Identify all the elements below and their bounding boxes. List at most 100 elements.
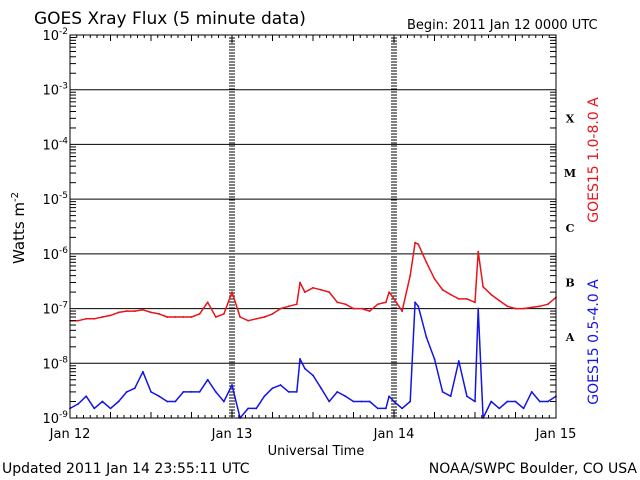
- data-point: [223, 400, 225, 403]
- data-point: [182, 316, 185, 318]
- data-point: [109, 407, 112, 410]
- data-point: [312, 286, 314, 289]
- data-point: [352, 307, 355, 310]
- data-point: [530, 390, 533, 393]
- y-tick-label: 10-7: [42, 301, 68, 318]
- plot-border: [69, 34, 557, 419]
- credit-label: NOAA/SWPC Boulder, CO USA: [429, 461, 638, 477]
- data-point: [514, 307, 517, 310]
- data-point: [466, 395, 468, 398]
- data-point: [376, 407, 379, 410]
- data-point: [466, 298, 468, 300]
- x-tick-label: Jan 14: [373, 427, 415, 442]
- data-point: [328, 291, 331, 294]
- data-point: [299, 358, 301, 360]
- y-tick-label: 10-8: [42, 355, 68, 372]
- data-point: [198, 390, 201, 393]
- data-point: [214, 316, 217, 318]
- data-point: [93, 407, 96, 410]
- data-point: [174, 400, 177, 403]
- data-point: [393, 298, 395, 300]
- data-point: [109, 314, 112, 317]
- data-point: [547, 400, 549, 403]
- data-point: [85, 395, 88, 398]
- y-axis-label: Watts m-2: [10, 192, 28, 264]
- data-point: [449, 293, 452, 296]
- data-point: [425, 336, 428, 339]
- data-point: [174, 316, 177, 318]
- data-point: [425, 261, 428, 264]
- data-point: [263, 316, 266, 318]
- data-point: [474, 400, 476, 403]
- data-point: [206, 378, 209, 381]
- data-point: [231, 384, 233, 386]
- series-group: [69, 241, 557, 419]
- data-point: [231, 291, 233, 294]
- data-point: [101, 316, 104, 318]
- grid: [70, 34, 556, 419]
- data-point: [125, 310, 128, 312]
- x-tick-label: Jan 12: [49, 427, 91, 442]
- x-axis-label: Universal Time: [268, 444, 365, 459]
- updated-timestamp: Updated 2011 Jan 14 23:55:11 UTC: [2, 461, 250, 477]
- data-point: [150, 311, 152, 314]
- data-point: [158, 395, 161, 398]
- data-point: [77, 403, 79, 405]
- data-point: [198, 312, 201, 315]
- y-tick-label: 10-6: [42, 246, 68, 263]
- y-tick-label: 10-9: [42, 410, 68, 427]
- data-point: [117, 311, 120, 314]
- data-point: [142, 370, 144, 373]
- flare-class-a: A: [565, 331, 575, 344]
- data-point: [336, 301, 339, 304]
- data-point: [538, 305, 541, 308]
- data-point: [388, 395, 391, 398]
- data-point: [344, 395, 347, 398]
- tick-labels: 10-9 10-8 10-7 10-6 10-5 10-4 10-3 10-2 Jan 12 Ja…: [42, 27, 576, 442]
- x-tick-label: Jan 13: [211, 427, 253, 442]
- data-point: [490, 293, 493, 296]
- flare-class-m: M: [564, 167, 576, 180]
- data-point: [433, 358, 436, 360]
- data-point: [223, 312, 225, 315]
- data-point: [93, 317, 96, 320]
- data-point: [514, 400, 517, 403]
- data-point: [498, 407, 501, 410]
- data-point: [409, 274, 412, 277]
- data-point: [441, 390, 444, 393]
- data-point: [101, 400, 104, 403]
- data-point: [401, 310, 403, 312]
- data-point: [295, 390, 298, 393]
- data-point: [279, 307, 282, 310]
- data-point: [401, 407, 403, 410]
- y-tick-label: 10-3: [42, 82, 68, 99]
- data-point: [287, 305, 290, 308]
- data-point: [263, 395, 266, 398]
- data-point: [538, 400, 541, 403]
- data-point: [304, 367, 306, 370]
- data-point: [522, 307, 525, 310]
- data-point: [360, 307, 363, 310]
- data-point: [214, 390, 217, 393]
- data-point: [506, 400, 509, 403]
- data-point: [77, 319, 79, 322]
- data-point: [490, 400, 493, 403]
- data-point: [85, 317, 88, 320]
- data-point: [449, 395, 452, 398]
- data-point: [457, 298, 460, 300]
- data-point: [547, 303, 549, 306]
- data-point: [352, 400, 355, 403]
- data-point: [166, 316, 169, 318]
- data-point: [417, 305, 420, 308]
- data-point: [247, 319, 250, 322]
- data-point: [328, 400, 331, 403]
- data-point: [299, 281, 301, 284]
- flare-class-b: B: [565, 276, 574, 289]
- data-point: [271, 387, 274, 390]
- data-point: [498, 299, 501, 302]
- data-point: [414, 301, 416, 304]
- flare-class-c: C: [566, 222, 575, 235]
- data-point: [417, 243, 420, 246]
- data-point: [295, 303, 298, 306]
